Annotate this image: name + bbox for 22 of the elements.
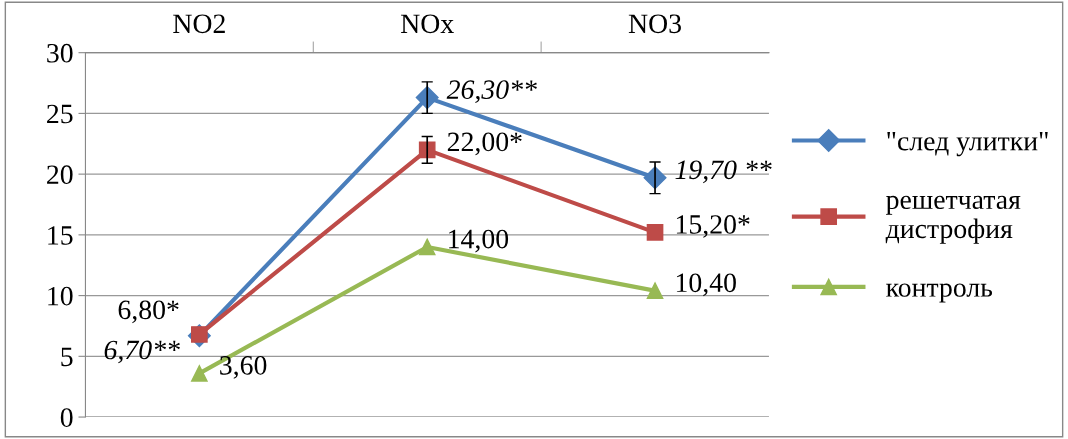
y-tick-label: 10 xyxy=(48,286,73,306)
legend-label: контроль xyxy=(886,283,993,303)
y-tick-label: 0 xyxy=(60,408,73,427)
data-label: 15,20* xyxy=(676,215,750,238)
y-tick-label: 20 xyxy=(47,165,73,185)
data-label: 10,40 xyxy=(676,273,736,297)
x-tick-label: NO2 xyxy=(173,14,225,34)
data-label: 3,60 xyxy=(220,355,267,379)
data-label: 26,30** xyxy=(446,80,537,104)
data-label: 6,80* xyxy=(118,300,179,324)
data-label: 6,70** xyxy=(104,340,180,364)
y-tick-label: 5 xyxy=(61,347,73,367)
x-tick-label: NO3 xyxy=(628,14,681,34)
y-tick-label: 25 xyxy=(47,104,73,124)
legend-label: решетчатая дистрофия xyxy=(885,195,1021,244)
y-tick-label: 15 xyxy=(48,226,73,245)
data-label: 14,00 xyxy=(449,229,509,253)
data-label: 19,70 ** xyxy=(675,160,772,184)
y-tick-label: 30 xyxy=(47,43,73,63)
x-tick-label: NOx xyxy=(400,14,454,34)
legend-label: "след улитки" xyxy=(887,132,1048,157)
data-label: 22,00* xyxy=(447,132,522,156)
